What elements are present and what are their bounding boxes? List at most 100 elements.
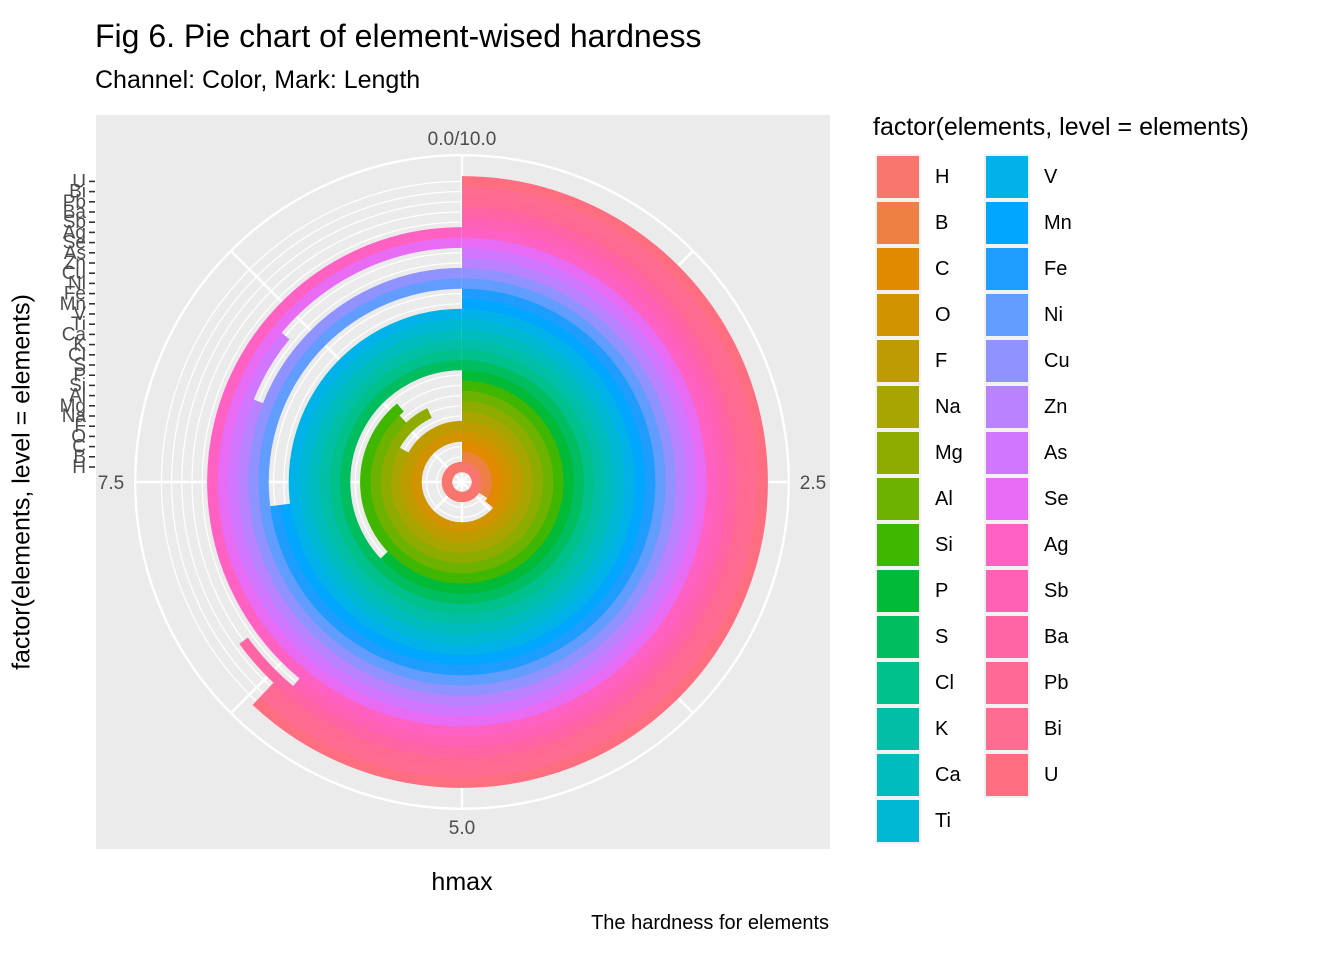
- legend-item-as: As: [984, 430, 1144, 476]
- legend-item-mn: Mn: [984, 200, 1144, 246]
- legend-label: As: [1044, 442, 1068, 464]
- legend-item-k: K: [875, 706, 1035, 752]
- y-tick-label: Si: [69, 375, 86, 396]
- legend-label: K: [935, 718, 949, 740]
- arc-bars: [207, 176, 768, 788]
- arc-bar-zn: [237, 257, 687, 707]
- legend-swatch: [986, 248, 1028, 290]
- legend-item-se: Se: [984, 476, 1144, 522]
- legend-key: [875, 338, 921, 384]
- y-tick-label: Ba: [63, 202, 87, 223]
- y-tick-label: C: [72, 437, 86, 458]
- legend-key: [984, 200, 1030, 246]
- legend-key: [875, 292, 921, 338]
- y-tick-label: Al: [69, 386, 86, 407]
- legend-swatch: [986, 662, 1028, 704]
- legend-label: V: [1044, 166, 1058, 188]
- legend-key: [984, 430, 1030, 476]
- chart-caption: The hardness for elements: [591, 912, 829, 934]
- legend-key: [984, 614, 1030, 660]
- legend-label: H: [935, 166, 950, 188]
- legend-key: [875, 522, 921, 568]
- y-tick-label: Sb: [63, 212, 86, 233]
- legend-label: Mg: [935, 442, 963, 464]
- arc-bar-al: [370, 390, 554, 574]
- arc-bar-si: [360, 380, 564, 584]
- legend-item-c: C: [875, 246, 1035, 292]
- legend-label: Ti: [935, 810, 951, 832]
- y-tick-label: Cu: [62, 263, 86, 284]
- arc-bar-c: [461, 441, 503, 508]
- legend-key: [984, 476, 1030, 522]
- legend-label: Cl: [935, 672, 954, 694]
- legend-label: U: [1044, 764, 1059, 786]
- legend-key: [984, 246, 1030, 292]
- arc-bar-k: [319, 339, 605, 625]
- legend-item-s: S: [875, 614, 1035, 660]
- legend-item-zn: Zn: [984, 384, 1144, 430]
- legend-swatch: [986, 754, 1028, 796]
- arc-bar-se: [217, 237, 707, 727]
- legend-swatch: [986, 478, 1028, 520]
- legend-item-o: O: [875, 292, 1035, 338]
- legend-label: P: [935, 580, 949, 602]
- arc-bar-f: [400, 420, 524, 544]
- legend-item-al: Al: [875, 476, 1035, 522]
- legend-key: [875, 430, 921, 476]
- y-tick-label: P: [73, 365, 86, 386]
- y-tick-label: Ti: [71, 314, 86, 335]
- legend-label: Ag: [1044, 534, 1069, 556]
- legend-label: Ba: [1044, 626, 1069, 648]
- legend-label: Al: [935, 488, 953, 510]
- legend-key: [984, 338, 1030, 384]
- legend-key: [875, 200, 921, 246]
- arc-bar-mg: [380, 400, 544, 564]
- legend-swatch: [877, 386, 919, 428]
- legend-swatch: [877, 248, 919, 290]
- arc-bar-p: [380, 369, 575, 595]
- y-tick-label: S: [73, 355, 86, 376]
- legend-swatch: [986, 432, 1028, 474]
- legend-key: [875, 752, 921, 798]
- y-tick-label: V: [73, 304, 86, 325]
- legend-key: [984, 522, 1030, 568]
- legend-item-cu: Cu: [984, 338, 1144, 384]
- legend-key: [984, 568, 1030, 614]
- arc-bar-ba: [239, 206, 738, 758]
- legend-swatch: [986, 524, 1028, 566]
- legend-key: [875, 706, 921, 752]
- legend-key: [875, 798, 921, 844]
- legend-key: [875, 154, 921, 200]
- legend-item-ca: Ca: [875, 752, 1035, 798]
- y-tick-label: Na: [62, 406, 87, 427]
- legend-label: Zn: [1044, 396, 1068, 418]
- legend-key: [875, 476, 921, 522]
- legend-label: Na: [935, 396, 961, 418]
- x-axis-title: hmax: [431, 868, 493, 896]
- y-tick-label: Ni: [68, 273, 86, 294]
- legend-label: Cu: [1044, 350, 1070, 372]
- legend-key: [875, 246, 921, 292]
- legend-swatch: [877, 432, 919, 474]
- y-tick-label: H: [72, 457, 86, 478]
- theta-tick-label: 2.5: [800, 473, 826, 494]
- legend-key: [984, 752, 1030, 798]
- legend-key: [984, 706, 1030, 752]
- legend-item-ba: Ba: [984, 614, 1144, 660]
- legend-swatch: [986, 616, 1028, 658]
- y-tick-label: F: [74, 416, 86, 437]
- arc-bar-u: [252, 176, 768, 788]
- arc-bar-na: [390, 410, 534, 554]
- legend-key: [984, 660, 1030, 706]
- legend-label: F: [935, 350, 948, 372]
- y-tick-label: As: [64, 243, 86, 264]
- legend-key: [984, 384, 1030, 430]
- arc-bar-cu: [247, 267, 677, 697]
- legend-swatch: [986, 156, 1028, 198]
- y-tick-label: Se: [63, 233, 86, 254]
- legend-swatch: [986, 202, 1028, 244]
- legend-swatch: [877, 570, 919, 612]
- y-axis-title: factor(elements, level = elements): [7, 294, 36, 670]
- arc-bar-pb: [266, 196, 748, 768]
- arc-bar-ca: [309, 329, 615, 635]
